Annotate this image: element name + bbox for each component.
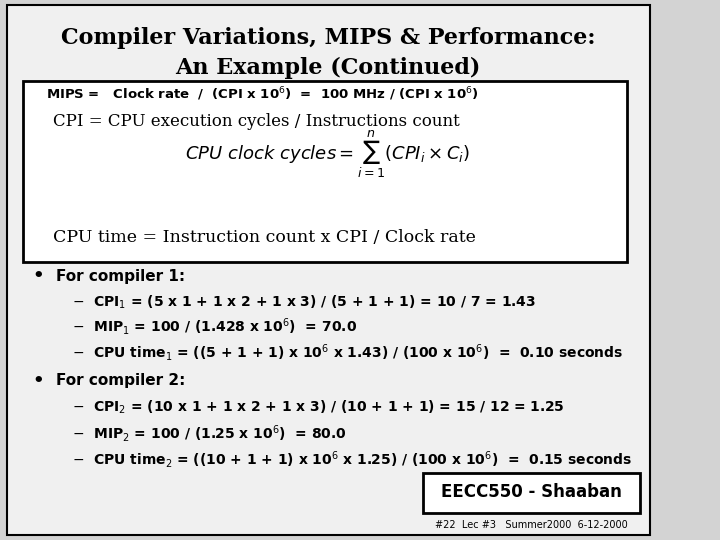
Text: CPI = CPU execution cycles / Instructions count: CPI = CPU execution cycles / Instruction…: [53, 113, 459, 130]
Text: $-$  CPU time$_2$ = ((10 + 1 + 1) x 10$^6$ x 1.25) / (100 x 10$^6$)  =  0.15 sec: $-$ CPU time$_2$ = ((10 + 1 + 1) x 10$^6…: [72, 449, 632, 469]
FancyBboxPatch shape: [423, 472, 640, 513]
Text: $-$  CPI$_1$ = (5 x 1 + 1 x 2 + 1 x 3) / (5 + 1 + 1) = 10 / 7 = 1.43: $-$ CPI$_1$ = (5 x 1 + 1 x 2 + 1 x 3) / …: [72, 294, 536, 311]
Text: For compiler 2:: For compiler 2:: [55, 373, 185, 388]
Text: •: •: [33, 267, 45, 286]
Text: #22  Lec #3   Summer2000  6-12-2000: #22 Lec #3 Summer2000 6-12-2000: [436, 520, 628, 530]
Text: MIPS =   Clock rate  /  (CPI x 10$^6$)  =  100 MHz / (CPI x 10$^6$): MIPS = Clock rate / (CPI x 10$^6$) = 100…: [46, 86, 479, 103]
Text: $-$  CPU time$_1$ = ((5 + 1 + 1) x 10$^6$ x 1.43) / (100 x 10$^6$)  =  0.10 seco: $-$ CPU time$_1$ = ((5 + 1 + 1) x 10$^6$…: [72, 342, 624, 362]
FancyBboxPatch shape: [6, 5, 649, 535]
FancyBboxPatch shape: [23, 81, 627, 262]
Text: CPU time = Instruction count x CPI / Clock rate: CPU time = Instruction count x CPI / Clo…: [53, 229, 475, 246]
Text: $-$  CPI$_2$ = (10 x 1 + 1 x 2 + 1 x 3) / (10 + 1 + 1) = 15 / 12 = 1.25: $-$ CPI$_2$ = (10 x 1 + 1 x 2 + 1 x 3) /…: [72, 399, 565, 416]
Text: $-$  MIP$_2$ = 100 / (1.25 x 10$^6$)  = 80.0: $-$ MIP$_2$ = 100 / (1.25 x 10$^6$) = 80…: [72, 423, 347, 443]
Text: $-$  MIP$_1$ = 100 / (1.428 x 10$^6$)  = 70.0: $-$ MIP$_1$ = 100 / (1.428 x 10$^6$) = 7…: [72, 316, 357, 337]
Text: Compiler Variations, MIPS & Performance:: Compiler Variations, MIPS & Performance:: [61, 27, 595, 49]
Text: For compiler 1:: For compiler 1:: [55, 269, 185, 284]
Text: EECC550 - Shaaban: EECC550 - Shaaban: [441, 483, 622, 502]
Text: •: •: [33, 372, 45, 390]
Text: $\it{CPU\ clock\ cycles} = \sum_{i=1}^{n}\left(\mathit{CPI}_i \times \mathit{C}_: $\it{CPU\ clock\ cycles} = \sum_{i=1}^{n…: [186, 128, 471, 180]
Text: An Example (Continued): An Example (Continued): [176, 57, 481, 78]
